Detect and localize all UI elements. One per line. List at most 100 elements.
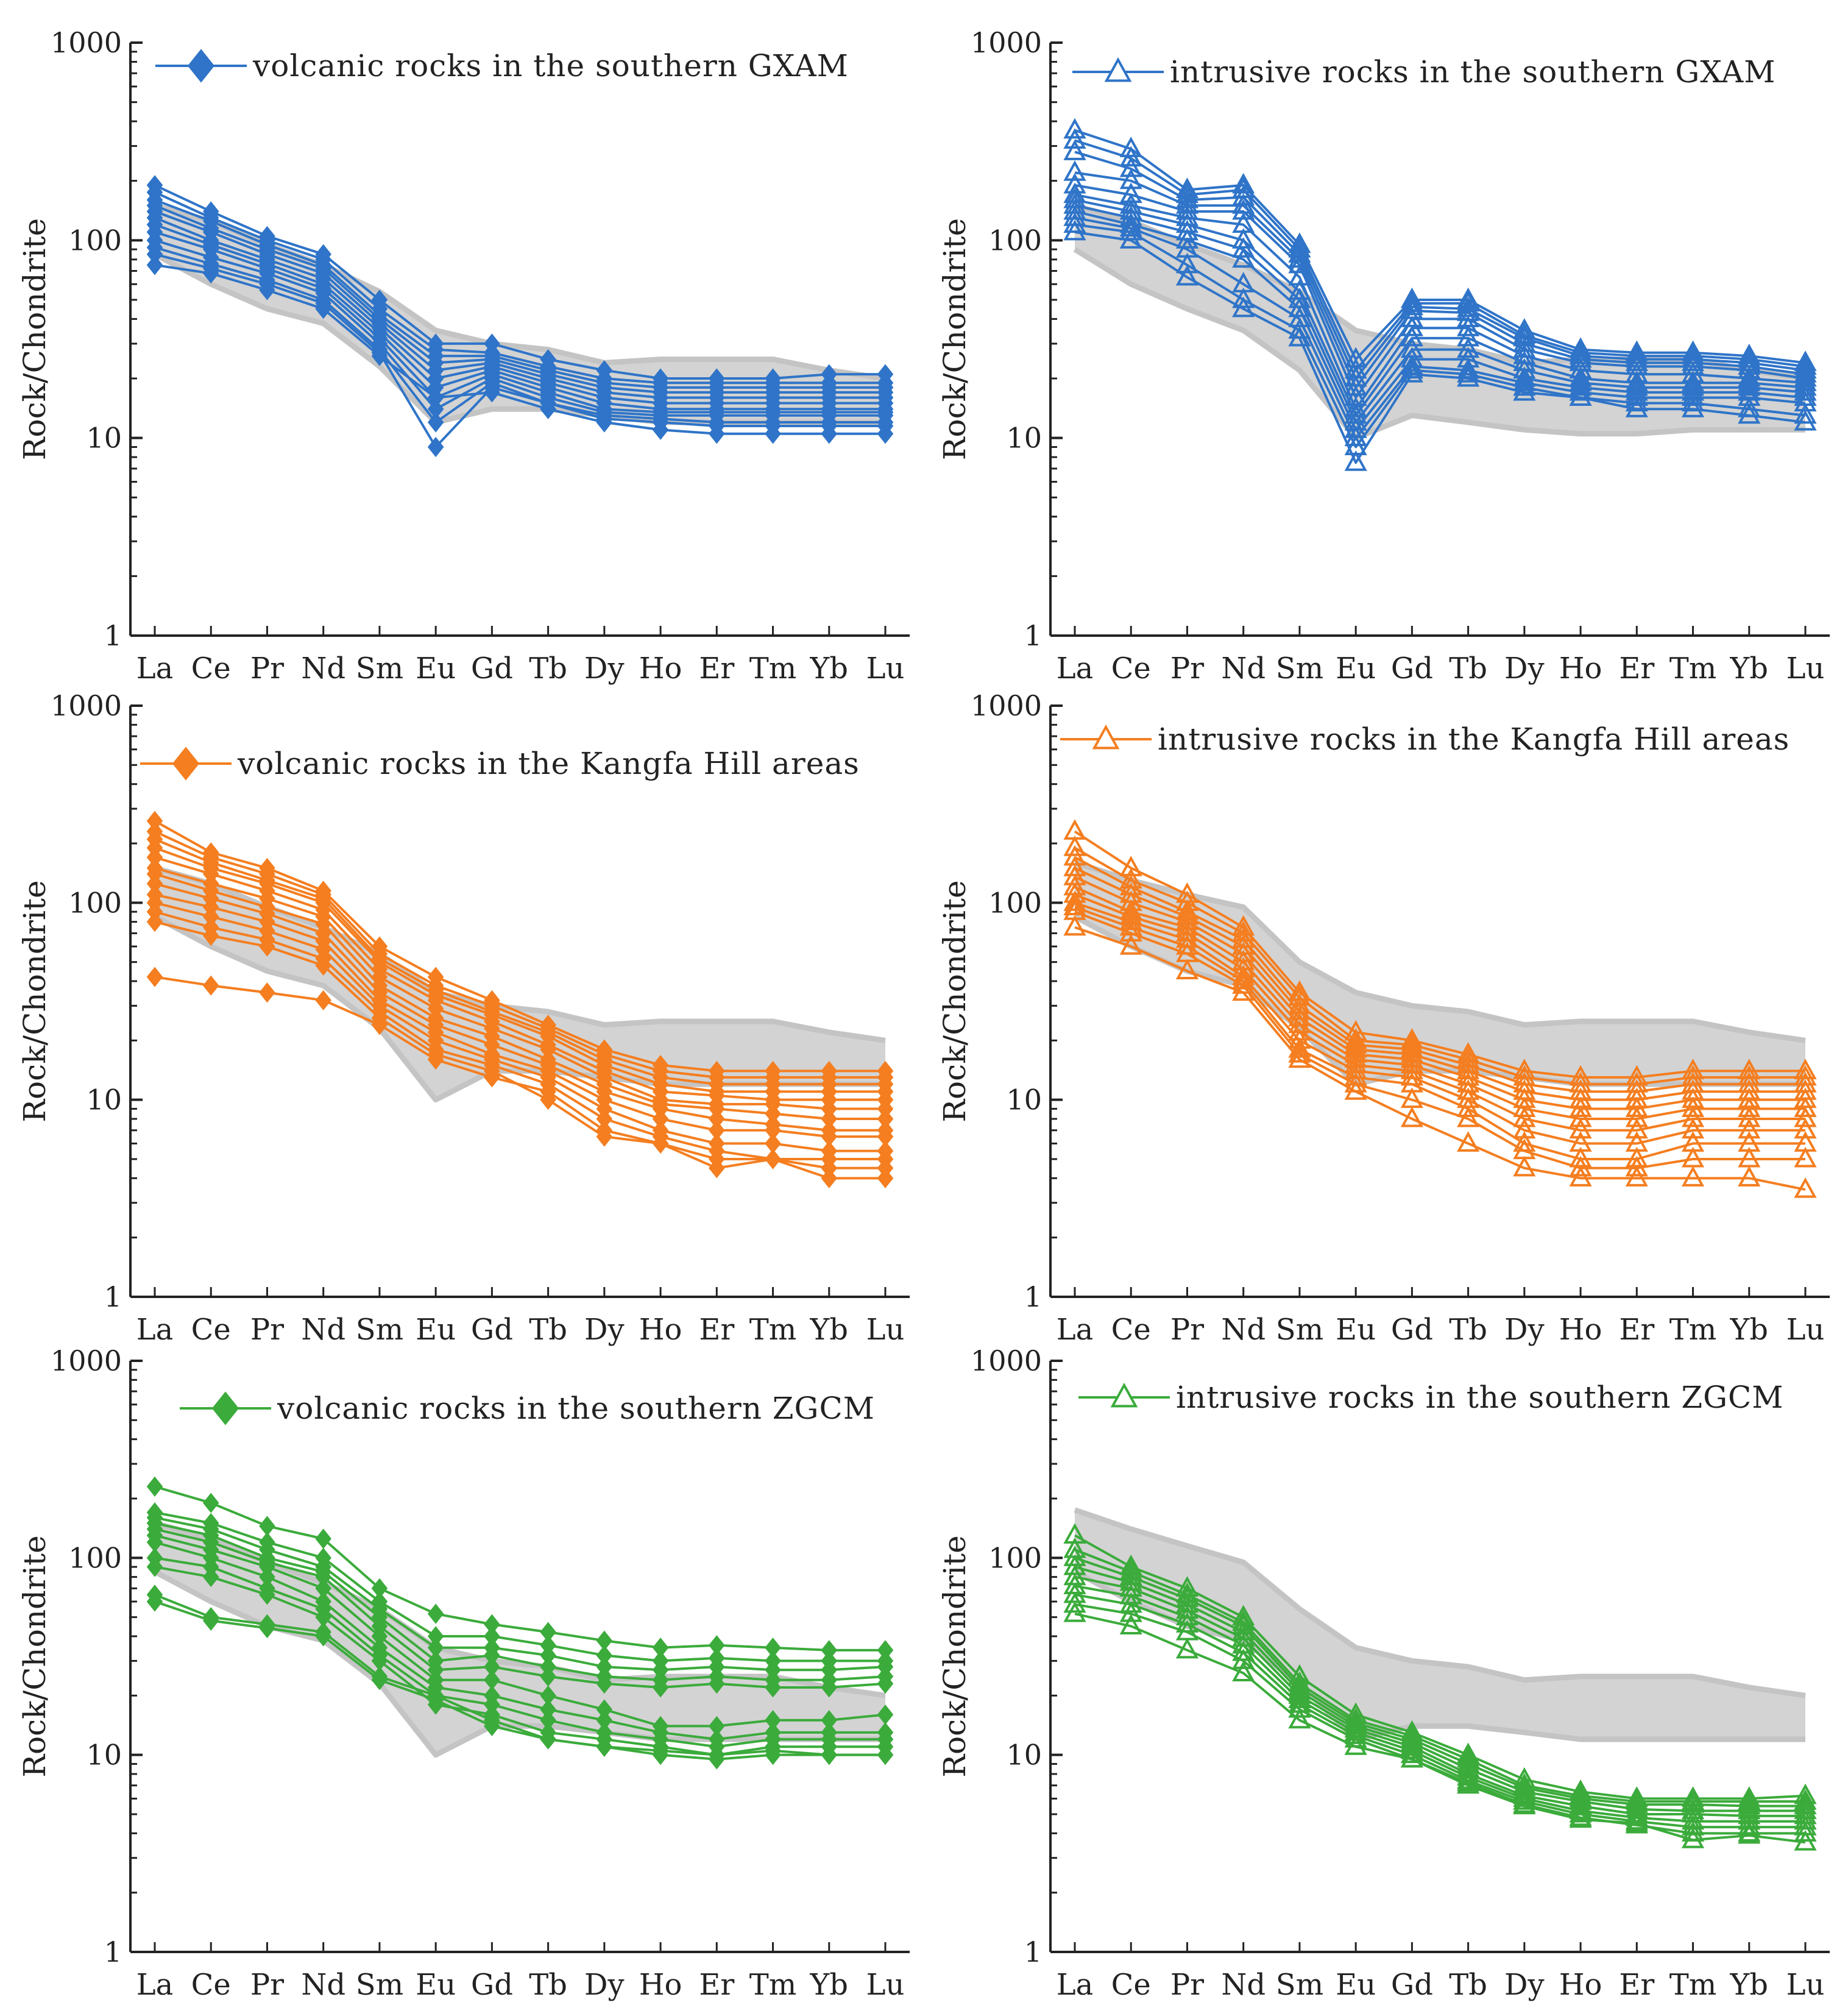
y-tick-label: 10 — [1006, 1739, 1042, 1772]
chart-e: 1 10 100 1000 La Ce Pr Nd Sm Eu Gd Tb Dy Ho Er Tm Yb Lu Ro… — [17, 1344, 910, 2002]
x-tick-label: Eu — [1336, 651, 1376, 686]
data-point — [1681, 350, 1705, 371]
data-point — [371, 1015, 388, 1035]
data-point — [1400, 325, 1423, 347]
chart-f: 1 10 100 1000 La Ce Pr Nd Sm Eu Gd Tb Dy Ho Er Tm Yb Lu Ro… — [937, 1344, 1830, 2002]
data-point — [1400, 358, 1423, 379]
data-point — [1344, 1723, 1367, 1744]
data-point — [202, 263, 219, 284]
data-point — [1175, 228, 1199, 249]
data-point — [1513, 380, 1536, 401]
legend: intrusive rocks in the southern ZGCM — [1078, 1380, 1783, 1415]
x-tick-label: Eu — [416, 651, 456, 686]
x-tick-label: Er — [1619, 1968, 1654, 2002]
x-tick-label: Yb — [1730, 1313, 1768, 1347]
data-point — [259, 1618, 275, 1639]
series-line — [154, 838, 885, 1086]
data-point — [1175, 252, 1199, 274]
series-line — [154, 830, 885, 1079]
data-point — [1794, 1809, 1817, 1830]
series-line — [154, 1511, 885, 1662]
data-point — [1569, 385, 1592, 406]
x-tick-label: Sm — [1276, 1313, 1323, 1347]
x-tick-label: Tm — [1669, 1968, 1717, 2002]
background-field-area — [1075, 1510, 1805, 1740]
legend-marker — [211, 1391, 239, 1425]
data-point — [821, 1745, 838, 1765]
data-point — [1794, 1106, 1817, 1127]
series-group — [1063, 118, 1817, 471]
data-point — [1569, 1096, 1592, 1117]
data-point — [821, 1158, 838, 1179]
data-point — [652, 1745, 669, 1765]
data-point — [1794, 380, 1817, 401]
data-point — [1063, 890, 1086, 911]
x-tick-label: Sm — [356, 1968, 403, 2002]
x-tick-label: Er — [1619, 651, 1654, 686]
data-point — [540, 1729, 556, 1750]
data-point — [1794, 1821, 1817, 1842]
x-tick-label: Sm — [1276, 651, 1323, 686]
data-point — [1681, 385, 1705, 406]
data-point — [1513, 1789, 1536, 1810]
y-axis-title: Rock/Chondrite — [937, 218, 972, 460]
data-point — [146, 255, 163, 275]
legend: volcanic rocks in the southern GXAM — [155, 48, 848, 83]
x-tick-label: Nd — [301, 651, 345, 686]
series-sample-13 — [146, 967, 894, 1179]
series-sample-12 — [1063, 219, 1817, 471]
background-field-area — [155, 205, 885, 422]
data-point — [1794, 1096, 1817, 1117]
x-tick-label: Nd — [1221, 1313, 1266, 1347]
background-field-area — [155, 1523, 885, 1755]
data-point — [1457, 1773, 1480, 1794]
data-point — [596, 412, 613, 433]
x-tick-label: Tm — [749, 651, 797, 686]
data-point — [427, 1603, 444, 1624]
data-point — [259, 1584, 275, 1605]
y-tick-label: 1000 — [971, 26, 1042, 59]
x-tick-label: Ce — [191, 651, 231, 686]
x-tick-label: Ce — [1111, 1968, 1151, 2002]
series-line — [154, 820, 885, 1073]
x-tick-label: Gd — [1391, 1313, 1433, 1347]
series-line — [1074, 1566, 1805, 1812]
y-tick-label: 100 — [988, 886, 1042, 919]
data-point — [427, 1689, 444, 1711]
series-sample-8 — [1063, 193, 1817, 431]
series-sample-12 — [146, 255, 894, 444]
x-tick-label: Nd — [1221, 1968, 1266, 2002]
x-tick-label: Lu — [1786, 1968, 1825, 2002]
legend-marker — [1104, 57, 1132, 82]
data-point — [821, 424, 838, 444]
data-point — [652, 1677, 669, 1698]
data-point — [1625, 350, 1648, 371]
data-point — [1681, 1096, 1705, 1117]
series-line — [1074, 204, 1806, 424]
x-tick-label: Tm — [749, 1313, 797, 1347]
x-tick-label: Yb — [810, 651, 848, 686]
x-tick-label: Gd — [1391, 651, 1433, 686]
data-point — [1738, 1166, 1761, 1187]
series-line — [1074, 1575, 1805, 1817]
data-point — [596, 1673, 613, 1694]
series-line — [154, 893, 885, 1138]
series-line — [1074, 183, 1806, 399]
x-tick-label: Eu — [1336, 1968, 1376, 2002]
series-line — [154, 210, 885, 399]
data-point — [315, 1528, 331, 1549]
data-point — [877, 1158, 894, 1179]
data-point — [315, 955, 331, 976]
data-point — [1569, 1155, 1592, 1177]
data-point — [1063, 118, 1086, 139]
data-point — [1738, 1146, 1761, 1168]
data-point — [821, 1677, 838, 1698]
data-point — [427, 387, 444, 408]
series-line — [154, 223, 885, 411]
x-tick-label: Tb — [529, 1968, 567, 2002]
data-point — [1288, 1708, 1311, 1729]
data-point — [596, 1120, 613, 1141]
y-axis-title: Rock/Chondrite — [937, 1535, 972, 1777]
data-point — [1232, 287, 1255, 308]
data-point — [1738, 1809, 1761, 1830]
